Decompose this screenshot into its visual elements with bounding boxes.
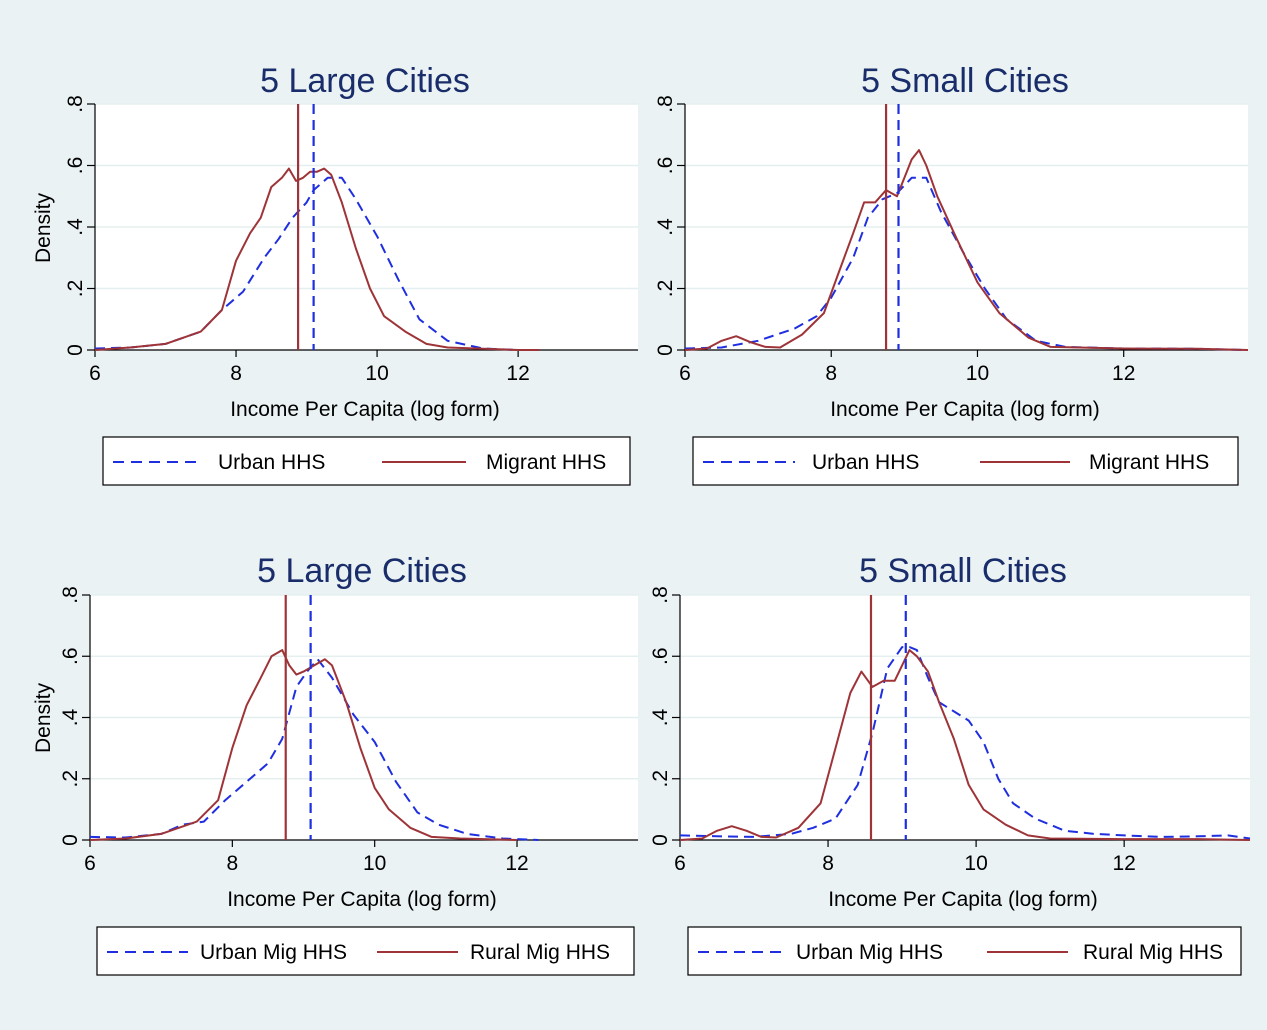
legend-box xyxy=(102,436,631,486)
y-tick-label: .2 xyxy=(654,280,677,298)
x-axis-label: Income Per Capita (log form) xyxy=(230,398,500,421)
x-tick-label: 8 xyxy=(226,852,238,875)
y-tick-label: .2 xyxy=(649,770,672,788)
legend: Urban Mig HHS Rural Mig HHS xyxy=(687,926,1242,976)
legend-label: Urban HHS xyxy=(812,451,919,474)
panel-title: 5 Large Cities xyxy=(257,552,467,590)
y-tick-label: .4 xyxy=(654,218,677,236)
x-tick-label: 6 xyxy=(89,362,101,385)
x-tick-label: 6 xyxy=(84,852,96,875)
series-line xyxy=(679,649,1251,841)
series-line xyxy=(94,167,540,351)
legend-label: Urban Mig HHS xyxy=(200,941,347,964)
y-tick-label: .4 xyxy=(649,708,672,726)
series-line xyxy=(684,176,1249,351)
y-tick-label: .6 xyxy=(654,157,677,175)
legend-label: Rural Mig HHS xyxy=(1083,941,1223,964)
plot-area: 0 .2 .4 .6 .8 6 8 10 12 xyxy=(64,95,638,385)
x-tick-label: 10 xyxy=(964,852,987,875)
series-line xyxy=(684,149,1249,351)
x-axis-label: Income Per Capita (log form) xyxy=(227,888,497,911)
y-tick-label: .6 xyxy=(649,647,672,665)
y-tick-label: .8 xyxy=(649,586,672,604)
plot-area: 0 .2 .4 .6 .8 6 8 10 12 xyxy=(59,586,638,875)
y-axis-label: Density xyxy=(32,682,55,753)
legend-label: Urban Mig HHS xyxy=(796,941,943,964)
y-tick-label: .2 xyxy=(59,770,82,788)
panel-bottom-left: 5 Large Cities Income Per Capita (log fo… xyxy=(32,552,638,976)
series-line xyxy=(89,649,518,841)
y-tick-label: .8 xyxy=(59,586,82,604)
x-tick-label: 8 xyxy=(230,362,242,385)
legend-label: Migrant HHS xyxy=(486,451,606,474)
panel-bottom-right: 5 Small Cities Income Per Capita (log fo… xyxy=(649,552,1251,976)
y-tick-label: .4 xyxy=(59,708,82,726)
x-axis-label: Income Per Capita (log form) xyxy=(830,398,1100,421)
legend-box xyxy=(96,926,635,976)
y-tick-label: 0 xyxy=(654,344,677,356)
y-tick-label: 0 xyxy=(64,344,87,356)
y-tick-label: .8 xyxy=(654,95,677,113)
legend-label: Urban HHS xyxy=(218,451,325,474)
y-axis-label: Density xyxy=(32,192,55,263)
panel-top-right: 5 Small Cities Income Per Capita (log fo… xyxy=(654,62,1249,486)
x-tick-label: 6 xyxy=(674,852,686,875)
x-tick-label: 12 xyxy=(505,852,528,875)
x-tick-label: 12 xyxy=(1112,362,1135,385)
x-tick-label: 6 xyxy=(679,362,691,385)
plot-area: 0 .2 .4 .6 .8 6 8 10 12 xyxy=(649,586,1251,875)
x-tick-label: 10 xyxy=(966,362,989,385)
y-tick-label: 0 xyxy=(649,834,672,846)
y-tick-label: .6 xyxy=(59,647,82,665)
x-tick-label: 12 xyxy=(506,362,529,385)
legend-label: Migrant HHS xyxy=(1089,451,1209,474)
legend: Urban Mig HHS Rural Mig HHS xyxy=(96,926,635,976)
x-tick-label: 12 xyxy=(1112,852,1135,875)
x-tick-label: 8 xyxy=(822,852,834,875)
x-tick-label: 8 xyxy=(825,362,837,385)
plot-area: 0 .2 .4 .6 .8 6 8 10 12 xyxy=(654,95,1249,385)
panel-top-left: 5 Large Cities Income Per Capita (log fo… xyxy=(32,62,638,486)
legend: Urban HHS Migrant HHS xyxy=(692,436,1239,486)
legend-label: Rural Mig HHS xyxy=(470,941,610,964)
y-tick-label: .2 xyxy=(64,280,87,298)
panel-title: 5 Large Cities xyxy=(260,62,470,100)
panel-title: 5 Small Cities xyxy=(859,552,1067,590)
y-tick-label: .8 xyxy=(64,95,87,113)
legend: Urban HHS Migrant HHS xyxy=(102,436,631,486)
x-tick-label: 10 xyxy=(365,362,388,385)
panel-title: 5 Small Cities xyxy=(861,62,1069,100)
x-tick-label: 10 xyxy=(363,852,386,875)
y-tick-label: .4 xyxy=(64,218,87,236)
y-tick-label: .6 xyxy=(64,157,87,175)
x-axis-label: Income Per Capita (log form) xyxy=(828,888,1098,911)
y-tick-label: 0 xyxy=(59,834,82,846)
